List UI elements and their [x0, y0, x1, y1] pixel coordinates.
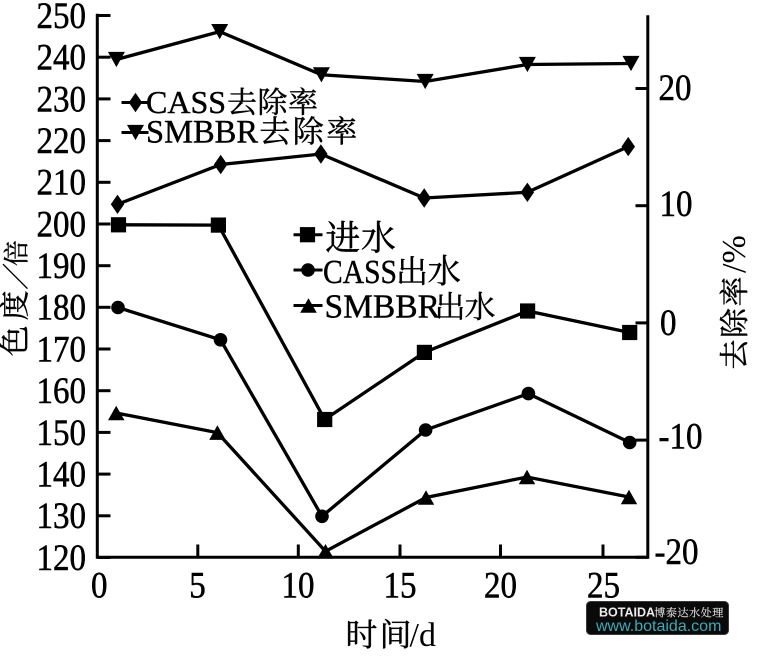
svg-text:150: 150 — [37, 412, 86, 453]
svg-text:0: 0 — [660, 302, 676, 343]
svg-text:230: 230 — [37, 78, 86, 119]
svg-text:BOTAIDA: BOTAIDA — [599, 606, 655, 620]
svg-text:160: 160 — [37, 370, 86, 411]
svg-text:20: 20 — [484, 565, 517, 606]
svg-text:180: 180 — [37, 287, 86, 328]
svg-text:190: 190 — [37, 245, 86, 286]
svg-text:210: 210 — [37, 162, 86, 203]
svg-text:-20: -20 — [655, 531, 699, 572]
svg-text:5: 5 — [189, 565, 205, 606]
svg-text:10: 10 — [282, 565, 315, 606]
svg-text:220: 220 — [37, 120, 86, 161]
svg-text:200: 200 — [37, 204, 86, 245]
svg-text:SMBBR: SMBBR — [146, 114, 258, 150]
svg-text:140: 140 — [37, 454, 86, 495]
svg-text:10: 10 — [660, 183, 693, 224]
svg-text:25: 25 — [587, 565, 620, 606]
svg-text:/%: /% — [716, 235, 753, 273]
svg-text:250: 250 — [37, 0, 86, 36]
svg-text:120: 120 — [37, 537, 86, 578]
svg-text:-10: -10 — [659, 415, 703, 456]
svg-text:20: 20 — [659, 67, 692, 108]
svg-text:130: 130 — [37, 495, 86, 536]
svg-text:170: 170 — [37, 329, 86, 370]
svg-text:CASS: CASS — [323, 253, 397, 290]
svg-text:0: 0 — [91, 565, 107, 606]
svg-text:SMBBR: SMBBR — [325, 289, 441, 326]
svg-text:15: 15 — [384, 565, 417, 606]
svg-text:240: 240 — [37, 37, 86, 78]
svg-text:CASS: CASS — [146, 84, 226, 120]
svg-text:/d: /d — [410, 617, 436, 654]
svg-text:www.botaida.com: www.botaida.com — [595, 618, 721, 635]
